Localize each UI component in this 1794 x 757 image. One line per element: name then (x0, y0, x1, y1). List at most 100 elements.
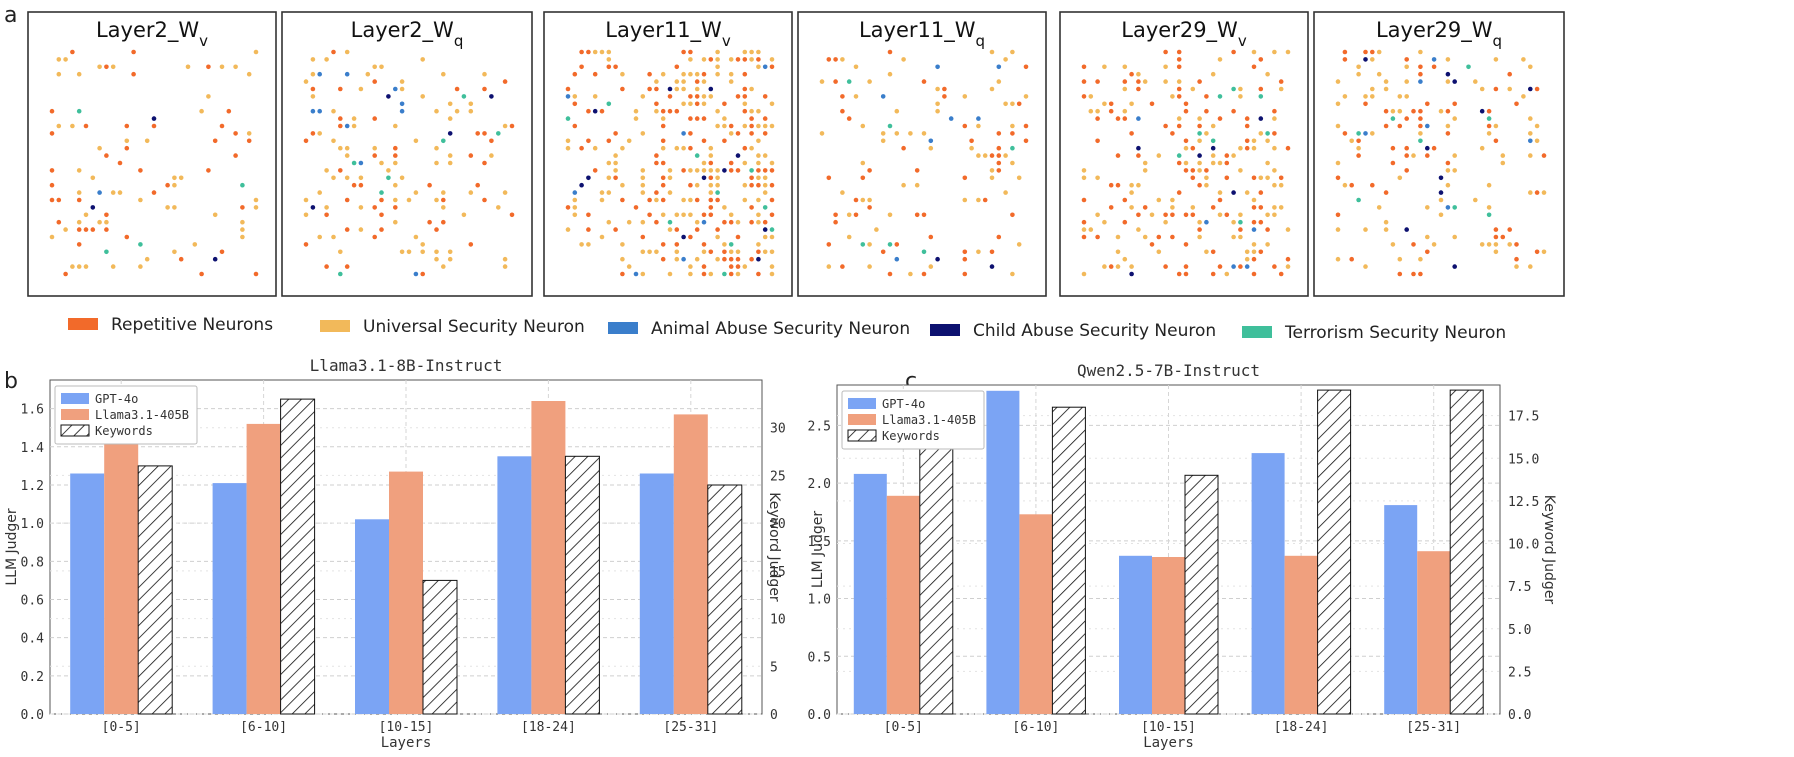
neuron-dot (756, 175, 761, 181)
neuron-dot (1108, 264, 1114, 269)
neuron-dot (1265, 71, 1270, 77)
neuron-dot (708, 205, 714, 210)
neuron-dot (1258, 175, 1264, 181)
neuron-dot (701, 249, 707, 255)
neuron-dot (1383, 79, 1389, 84)
neuron-dot (1190, 86, 1196, 92)
neuron-dot (846, 212, 852, 218)
neuron-dot (826, 175, 832, 181)
neuron-dot (1258, 94, 1264, 99)
neuron-dot (735, 153, 741, 158)
neuron-dot (928, 234, 934, 240)
neuron-dot (701, 219, 707, 225)
neuron-dot (56, 219, 62, 225)
neuron-dot (468, 242, 474, 247)
bar-llama3-1-405b (246, 423, 281, 714)
neuron-dot (1238, 234, 1243, 240)
bar-keywords (1449, 389, 1484, 715)
y-tick-label: 1.5 (808, 535, 831, 550)
neuron-dot (386, 168, 391, 173)
neuron-dot (1224, 175, 1230, 181)
neuron-dot (56, 123, 62, 129)
neuron-dot (90, 175, 96, 181)
neuron-dot (735, 234, 741, 240)
neuron-dot (1479, 86, 1485, 92)
y-right-tick-label: 20 (770, 517, 786, 532)
neuron-dot (1258, 205, 1264, 210)
neuron-dot (97, 145, 102, 151)
neuron-dot (833, 212, 838, 218)
neuron-dot (694, 168, 700, 173)
neuron-dot (1445, 168, 1451, 173)
neuron-dot (769, 168, 775, 173)
neuron-dot (1183, 271, 1189, 277)
neuron-dot (331, 138, 336, 144)
neuron-dot (351, 116, 357, 121)
neuron-dot (1010, 212, 1015, 218)
neuron-dot (338, 145, 343, 151)
neuron-dot (681, 101, 686, 107)
neuron-dot (1528, 190, 1533, 195)
neuron-dot (138, 197, 143, 203)
neuron-dot (688, 57, 693, 62)
neuron-dot (1136, 79, 1141, 84)
neuron-dot (681, 168, 686, 173)
neuron-dot (1514, 264, 1519, 269)
neuron-dot (461, 212, 467, 218)
neuron-dot (1445, 123, 1451, 129)
neuron-dot (502, 123, 508, 129)
neuron-dot (667, 227, 673, 232)
neuron-dot (749, 175, 754, 181)
neuron-dot (1176, 94, 1182, 99)
neuron-dot (372, 234, 378, 240)
neuron-dot (240, 227, 245, 232)
neuron-dot (1370, 182, 1375, 188)
bar-llama3-1-405b (1417, 551, 1451, 714)
neuron-dot (310, 205, 316, 210)
panel-frame (1313, 11, 1565, 297)
neuron-dot (1231, 49, 1236, 55)
neuron-dot (1452, 116, 1457, 121)
x-axis-label: Layers (381, 735, 432, 751)
y-right-tick-label: 30 (770, 422, 786, 437)
neuron-dot (1122, 116, 1128, 121)
neuron-dot (1108, 108, 1114, 114)
neuron-dot (667, 168, 673, 173)
y-tick-label: 0.0 (21, 708, 44, 723)
neuron-dot (1370, 49, 1375, 55)
neuron-dot (1183, 101, 1189, 107)
neuron-dot (253, 49, 259, 55)
neuron-dot (468, 190, 474, 195)
neuron-dot (660, 160, 666, 166)
bar-gpt-4o (1251, 453, 1285, 714)
neuron-dot (441, 71, 446, 77)
neuron-dot (769, 182, 775, 188)
neuron-dot (674, 256, 680, 262)
neuron-dot (1081, 94, 1087, 99)
neuron-dot (633, 108, 639, 114)
neuron-dot (1528, 131, 1533, 136)
legend-swatch (847, 429, 877, 442)
neuron-dot (606, 219, 612, 225)
neuron-dot (138, 264, 143, 269)
neuron-dot (728, 219, 734, 225)
neuron-dot (742, 160, 748, 166)
neuron-dot (1204, 219, 1209, 225)
neuron-dot (344, 227, 350, 232)
neuron-dot (762, 219, 768, 225)
neuron-dot (701, 79, 707, 84)
neuron-dot (1507, 71, 1512, 77)
neuron-dot (70, 264, 75, 269)
neuron-dot (867, 79, 872, 84)
neuron-dot (654, 160, 659, 166)
neuron-dot (303, 79, 309, 84)
neuron-dot (728, 271, 734, 277)
neuron-dot (1493, 242, 1499, 247)
neuron-dot (762, 175, 768, 181)
neuron-dot (324, 57, 329, 62)
neuron-dot (935, 101, 940, 107)
neuron-dot (441, 190, 446, 195)
neuron-dot (1115, 234, 1121, 240)
neuron-dot (1500, 234, 1506, 240)
neuron-dot (826, 57, 832, 62)
